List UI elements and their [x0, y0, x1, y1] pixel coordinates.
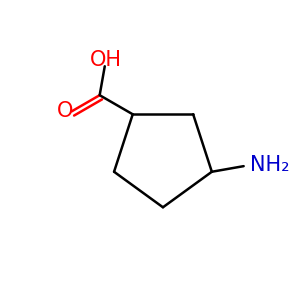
Text: O: O	[57, 101, 74, 121]
Text: NH₂: NH₂	[250, 155, 290, 175]
Text: OH: OH	[90, 50, 122, 70]
